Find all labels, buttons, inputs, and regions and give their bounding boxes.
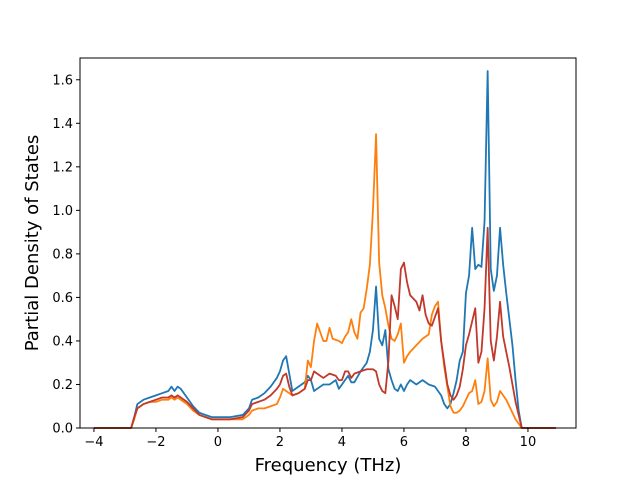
y-tick-label: 0.4 [52, 334, 73, 349]
x-tick-label: 4 [338, 435, 346, 450]
x-tick-label: −2 [146, 435, 165, 450]
series-line-3 [93, 226, 556, 429]
y-tick-label: 1.2 [52, 160, 73, 175]
x-tick-label: 10 [520, 435, 537, 450]
y-tick-label: 0.6 [52, 291, 73, 306]
y-tick-label: 1.4 [52, 117, 73, 132]
y-tick-label: 1.6 [52, 73, 73, 88]
series-layer [93, 70, 556, 429]
x-tick-label: 2 [276, 435, 284, 450]
y-tick-label: 0.8 [52, 247, 73, 262]
series-line-1 [93, 70, 556, 429]
x-tick-label: 8 [462, 435, 470, 450]
plot-frame [79, 57, 577, 429]
x-tick-label: −4 [84, 435, 103, 450]
y-tick-label: 0.2 [52, 378, 73, 393]
y-tick-label: 0.0 [52, 422, 73, 437]
y-axis-ticks: 0.0 0.2 0.4 0.6 0.8 1.0 1.2 1.4 1.6 [52, 73, 80, 437]
x-tick-label: 6 [400, 435, 408, 450]
x-tick-label: 0 [214, 435, 222, 450]
x-axis-title: Frequency (THz) [255, 455, 402, 476]
x-axis-ticks: −4 −2 0 2 4 6 8 10 [84, 428, 536, 450]
y-tick-label: 1.0 [52, 204, 73, 219]
y-axis-title: Partial Density of States [22, 135, 43, 352]
